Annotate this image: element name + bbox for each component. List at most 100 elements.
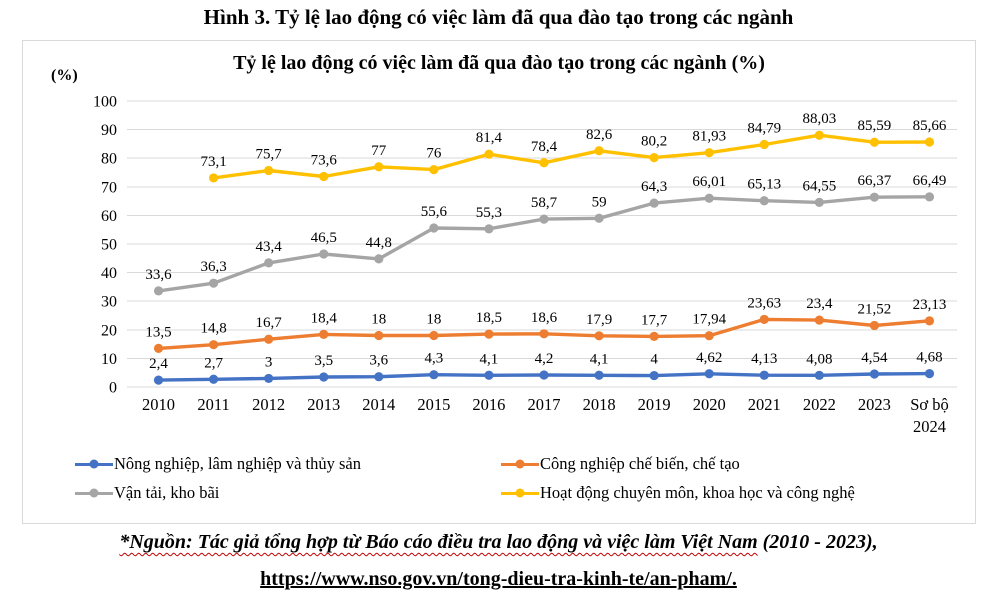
x-axis-tick-label: 2017 bbox=[528, 395, 561, 414]
series-line bbox=[211, 133, 932, 180]
data-point bbox=[649, 331, 659, 341]
data-point bbox=[484, 370, 494, 380]
data-label: 65,13 bbox=[747, 177, 781, 193]
data-label: 66,01 bbox=[692, 174, 726, 190]
data-point bbox=[649, 153, 659, 163]
data-label: 4,13 bbox=[751, 351, 777, 367]
data-point bbox=[539, 158, 549, 168]
data-point bbox=[594, 370, 604, 380]
legend-label: Nông nghiệp, lâm nghiệp và thủy sản bbox=[114, 454, 362, 473]
x-axis-tick-label: 2010 bbox=[142, 395, 175, 414]
x-axis-tick-label: 2018 bbox=[583, 395, 616, 414]
data-label: 23,63 bbox=[747, 295, 781, 311]
x-axis-tick-label: Sơ bộ bbox=[910, 395, 949, 414]
data-label: 17,9 bbox=[586, 312, 612, 328]
legend-item-agriculture: Nông nghiệp, lâm nghiệp và thủy sản bbox=[75, 454, 501, 474]
data-label: 18 bbox=[371, 312, 386, 328]
data-point bbox=[759, 196, 769, 206]
chart-title: Tỷ lệ lao động có việc làm đã qua đào tạ… bbox=[233, 52, 765, 74]
data-label: 46,5 bbox=[311, 230, 337, 246]
data-point bbox=[429, 370, 439, 380]
series-2 bbox=[153, 192, 935, 296]
data-point bbox=[869, 320, 880, 331]
data-point bbox=[539, 370, 549, 380]
data-label: 43,4 bbox=[256, 239, 283, 255]
legend-marker-icon bbox=[75, 487, 113, 499]
data-point bbox=[814, 370, 824, 380]
data-label: 3 bbox=[265, 354, 273, 370]
data-label: 4,1 bbox=[590, 351, 609, 367]
data-label: 23,4 bbox=[806, 296, 833, 312]
data-label: 73,6 bbox=[311, 153, 338, 169]
data-label: 4,68 bbox=[916, 350, 942, 366]
y-axis-tick-label: 40 bbox=[101, 265, 117, 282]
chart-panel: 0 10 20 30 40 50 60 70 80 90 100 2010 2011 2012 2013 20… bbox=[22, 40, 976, 524]
data-point bbox=[704, 369, 714, 379]
x-axis-tick-label: 2011 bbox=[197, 395, 229, 414]
data-label: 81,93 bbox=[692, 129, 726, 145]
data-point bbox=[869, 137, 880, 147]
data-point bbox=[374, 254, 384, 264]
data-label: 18,6 bbox=[531, 310, 558, 326]
data-point bbox=[539, 214, 549, 224]
data-label: 80,2 bbox=[641, 134, 667, 150]
legend-item-science-technology: Hoạt động chuyên môn, khoa học và công n… bbox=[501, 483, 945, 503]
x-axis-tick-label: 2012 bbox=[252, 395, 285, 414]
data-label: 75,7 bbox=[256, 146, 283, 162]
data-point bbox=[539, 329, 549, 339]
data-label: 82,6 bbox=[586, 127, 613, 143]
x-axis-tick-label: 2015 bbox=[417, 395, 450, 414]
y-axis-tick-label: 20 bbox=[101, 322, 117, 339]
source-note: *Nguồn: Tác giả tổng hợp từ Báo cáo điều… bbox=[0, 531, 997, 554]
legend-label: Công nghiệp chế biến, chế tạo bbox=[540, 454, 740, 473]
data-point bbox=[319, 171, 329, 182]
data-label: 18 bbox=[426, 312, 441, 328]
data-label: 66,49 bbox=[913, 173, 947, 189]
data-label: 85,66 bbox=[913, 118, 947, 134]
data-label: 76 bbox=[426, 146, 442, 162]
data-label: 36,3 bbox=[200, 259, 226, 275]
source-link[interactable]: https://www.nso.gov.vn/tong-dieu-tra-kin… bbox=[260, 568, 737, 590]
data-label: 4,62 bbox=[696, 350, 722, 366]
x-axis-tick-label: 2022 bbox=[803, 395, 836, 414]
y-axis-unit-label: (%) bbox=[51, 67, 78, 84]
legend-label: Hoạt động chuyên môn, khoa học và công n… bbox=[540, 483, 855, 502]
data-point bbox=[594, 146, 604, 156]
legend-marker-icon bbox=[501, 487, 539, 499]
data-point bbox=[924, 192, 935, 202]
data-label: 44,8 bbox=[366, 235, 392, 251]
data-point bbox=[264, 165, 274, 176]
legend-label: Vận tải, kho bãi bbox=[114, 483, 220, 502]
data-point bbox=[869, 369, 880, 379]
data-label: 55,6 bbox=[421, 204, 448, 220]
data-point bbox=[484, 149, 494, 159]
data-point bbox=[924, 369, 935, 379]
data-point bbox=[153, 286, 164, 296]
data-point bbox=[759, 370, 769, 380]
y-axis-tick-label: 0 bbox=[109, 380, 117, 397]
data-point bbox=[924, 316, 935, 326]
y-axis-tick-label: 80 bbox=[101, 151, 117, 168]
x-axis-tick-label: 2014 bbox=[362, 395, 395, 414]
data-point bbox=[484, 224, 494, 234]
data-point bbox=[649, 370, 659, 381]
data-point bbox=[209, 374, 219, 384]
data-point bbox=[153, 375, 164, 385]
data-point bbox=[429, 165, 439, 175]
data-point bbox=[814, 130, 824, 140]
data-label: 84,79 bbox=[747, 121, 781, 137]
source-link-line: https://www.nso.gov.vn/tong-dieu-tra-kin… bbox=[0, 568, 997, 591]
data-label: 2,4 bbox=[149, 356, 168, 372]
x-axis-tick-label: 2016 bbox=[472, 395, 505, 414]
legend-item-transport: Vận tải, kho bãi bbox=[75, 483, 501, 503]
data-point bbox=[374, 162, 384, 172]
data-label: 4 bbox=[650, 352, 658, 368]
data-label: 58,7 bbox=[531, 195, 558, 211]
data-label: 17,94 bbox=[692, 312, 726, 328]
data-point bbox=[759, 139, 769, 150]
x-axis-tick-label: 2024 bbox=[913, 417, 946, 436]
data-label: 77 bbox=[371, 143, 387, 159]
series-0 bbox=[153, 369, 935, 385]
data-label: 64,55 bbox=[802, 178, 836, 194]
data-label: 17,7 bbox=[641, 312, 668, 328]
